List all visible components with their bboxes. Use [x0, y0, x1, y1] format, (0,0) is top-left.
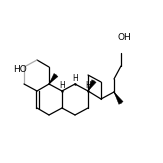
Text: H: H	[59, 81, 65, 90]
Text: HO: HO	[13, 65, 27, 74]
Text: H: H	[85, 81, 91, 90]
Polygon shape	[114, 92, 123, 104]
Text: H: H	[72, 74, 78, 83]
Text: OH: OH	[118, 32, 132, 42]
Polygon shape	[88, 80, 96, 91]
Polygon shape	[49, 74, 58, 84]
